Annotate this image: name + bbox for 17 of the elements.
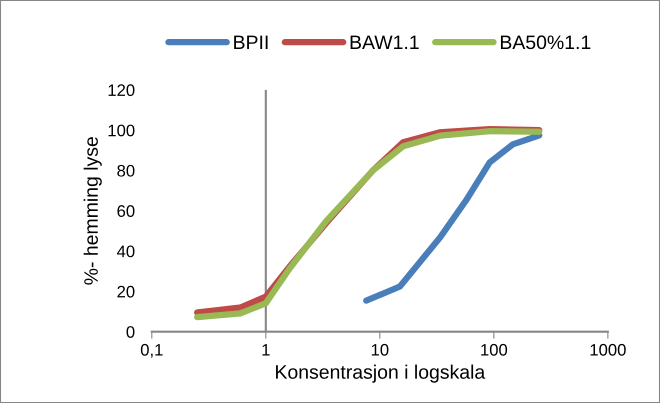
y-tick-label: 120 xyxy=(108,84,134,96)
y-tick-label: 40 xyxy=(116,245,134,258)
legend-label: BA50%1.1 xyxy=(500,35,590,50)
y-tick-label: 80 xyxy=(117,164,134,177)
x-tick-label: 1000 xyxy=(590,344,626,356)
x-tick-label: 0,1 xyxy=(140,344,163,358)
legend-label: BAW1.1 xyxy=(350,36,419,49)
x-tick-label: 10 xyxy=(372,344,388,356)
legend-label: BPII xyxy=(234,36,268,49)
y-tick-label: 0 xyxy=(126,326,134,338)
y-tick-label: 60 xyxy=(117,205,134,217)
y-tick-label: 20 xyxy=(117,286,134,298)
y-axis-title: %- hemming lyse xyxy=(84,137,102,285)
x-tick-label: 100 xyxy=(481,344,508,356)
y-tick-label: 100 xyxy=(108,124,134,136)
x-tick-label: 1 xyxy=(262,344,270,356)
x-axis-title: Konsentrasjon i logskala xyxy=(276,364,486,383)
